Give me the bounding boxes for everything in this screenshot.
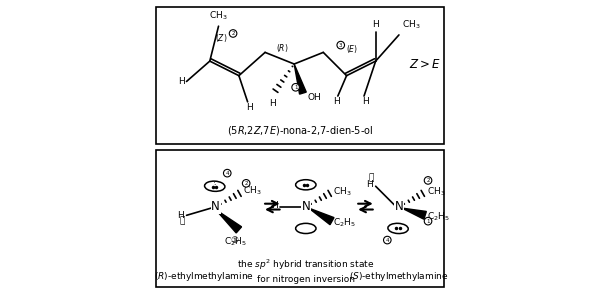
Text: Ⓒ: Ⓒ	[179, 217, 185, 226]
Ellipse shape	[296, 180, 316, 190]
Circle shape	[223, 169, 231, 177]
Polygon shape	[402, 208, 427, 219]
Circle shape	[229, 30, 237, 37]
Text: H: H	[246, 103, 253, 112]
Text: C$_2$H$_5$: C$_2$H$_5$	[224, 236, 247, 248]
Text: CH$_3$: CH$_3$	[402, 18, 421, 31]
Text: $(R)$: $(R)$	[276, 42, 289, 54]
Polygon shape	[309, 208, 334, 225]
Text: $(Z)$: $(Z)$	[215, 32, 228, 44]
Text: 3: 3	[339, 42, 343, 48]
Text: ①: ①	[230, 236, 239, 244]
Text: CH$_3$: CH$_3$	[243, 184, 262, 197]
Text: $Z > E$: $Z > E$	[409, 58, 441, 70]
Text: H: H	[372, 20, 379, 29]
Text: 2: 2	[244, 181, 248, 186]
Circle shape	[424, 217, 432, 225]
Text: for nitrogen inversion: for nitrogen inversion	[257, 275, 355, 284]
Text: 4: 4	[226, 171, 229, 176]
Text: N: N	[211, 200, 220, 213]
Text: H: H	[362, 97, 369, 107]
Text: H: H	[271, 201, 278, 210]
Text: Ⓒ: Ⓒ	[368, 173, 374, 182]
Circle shape	[424, 177, 432, 184]
Text: CH$_3$: CH$_3$	[427, 186, 445, 198]
Text: H: H	[366, 180, 373, 189]
Ellipse shape	[205, 181, 225, 191]
Text: H: H	[177, 211, 184, 220]
Text: 2: 2	[232, 31, 235, 36]
Circle shape	[292, 84, 299, 91]
Text: N: N	[395, 200, 403, 213]
Circle shape	[242, 180, 250, 187]
Text: N: N	[301, 200, 310, 213]
Text: OH: OH	[307, 93, 321, 102]
Text: C$_2$H$_5$: C$_2$H$_5$	[334, 217, 356, 229]
Text: the $sp^2$ hybrid transition state: the $sp^2$ hybrid transition state	[237, 258, 374, 272]
Text: H: H	[178, 77, 185, 86]
Text: 2: 2	[426, 178, 430, 183]
Text: $(S)$-ethylmethylamine: $(S)$-ethylmethylamine	[349, 270, 449, 283]
Circle shape	[337, 41, 344, 49]
Circle shape	[383, 236, 391, 244]
Text: H: H	[269, 99, 276, 108]
Text: CH$_3$: CH$_3$	[334, 186, 352, 198]
Text: 4: 4	[386, 237, 389, 243]
Polygon shape	[215, 210, 242, 233]
Ellipse shape	[296, 223, 316, 233]
Text: CH$_3$: CH$_3$	[209, 9, 228, 22]
Text: :̇: :̇	[214, 183, 216, 189]
Text: 1: 1	[294, 85, 298, 90]
Text: H: H	[333, 97, 340, 107]
Text: 1: 1	[426, 219, 430, 224]
Text: $(E)$: $(E)$	[346, 43, 358, 56]
Polygon shape	[294, 64, 306, 94]
Text: C$_2$H$_5$: C$_2$H$_5$	[427, 211, 449, 223]
Ellipse shape	[388, 223, 408, 234]
Text: (5$R$,2$Z$,7$E$)-nona-2,7-dien-5-ol: (5$R$,2$Z$,7$E$)-nona-2,7-dien-5-ol	[227, 125, 373, 137]
Text: $(R)$-ethylmethylamine: $(R)$-ethylmethylamine	[154, 270, 254, 283]
